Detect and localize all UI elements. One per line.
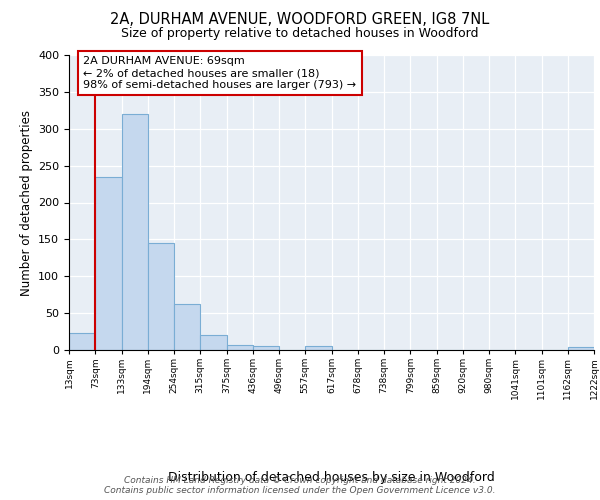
Bar: [227, 345, 253, 350]
Bar: [253, 346, 279, 350]
Bar: [95, 176, 121, 350]
Bar: [148, 243, 174, 350]
Bar: [568, 347, 594, 350]
Y-axis label: Number of detached properties: Number of detached properties: [20, 110, 32, 296]
X-axis label: Distribution of detached houses by size in Woodford: Distribution of detached houses by size …: [168, 472, 495, 484]
Text: Contains HM Land Registry data © Crown copyright and database right 2024.
Contai: Contains HM Land Registry data © Crown c…: [104, 476, 496, 495]
Text: Size of property relative to detached houses in Woodford: Size of property relative to detached ho…: [121, 28, 479, 40]
Bar: [69, 333, 95, 350]
Text: 2A, DURHAM AVENUE, WOODFORD GREEN, IG8 7NL: 2A, DURHAM AVENUE, WOODFORD GREEN, IG8 7…: [110, 12, 490, 28]
Bar: [200, 334, 227, 350]
Bar: [121, 114, 148, 350]
Text: 2A DURHAM AVENUE: 69sqm
← 2% of detached houses are smaller (18)
98% of semi-det: 2A DURHAM AVENUE: 69sqm ← 2% of detached…: [83, 56, 356, 90]
Bar: [174, 304, 200, 350]
Bar: [305, 346, 331, 350]
